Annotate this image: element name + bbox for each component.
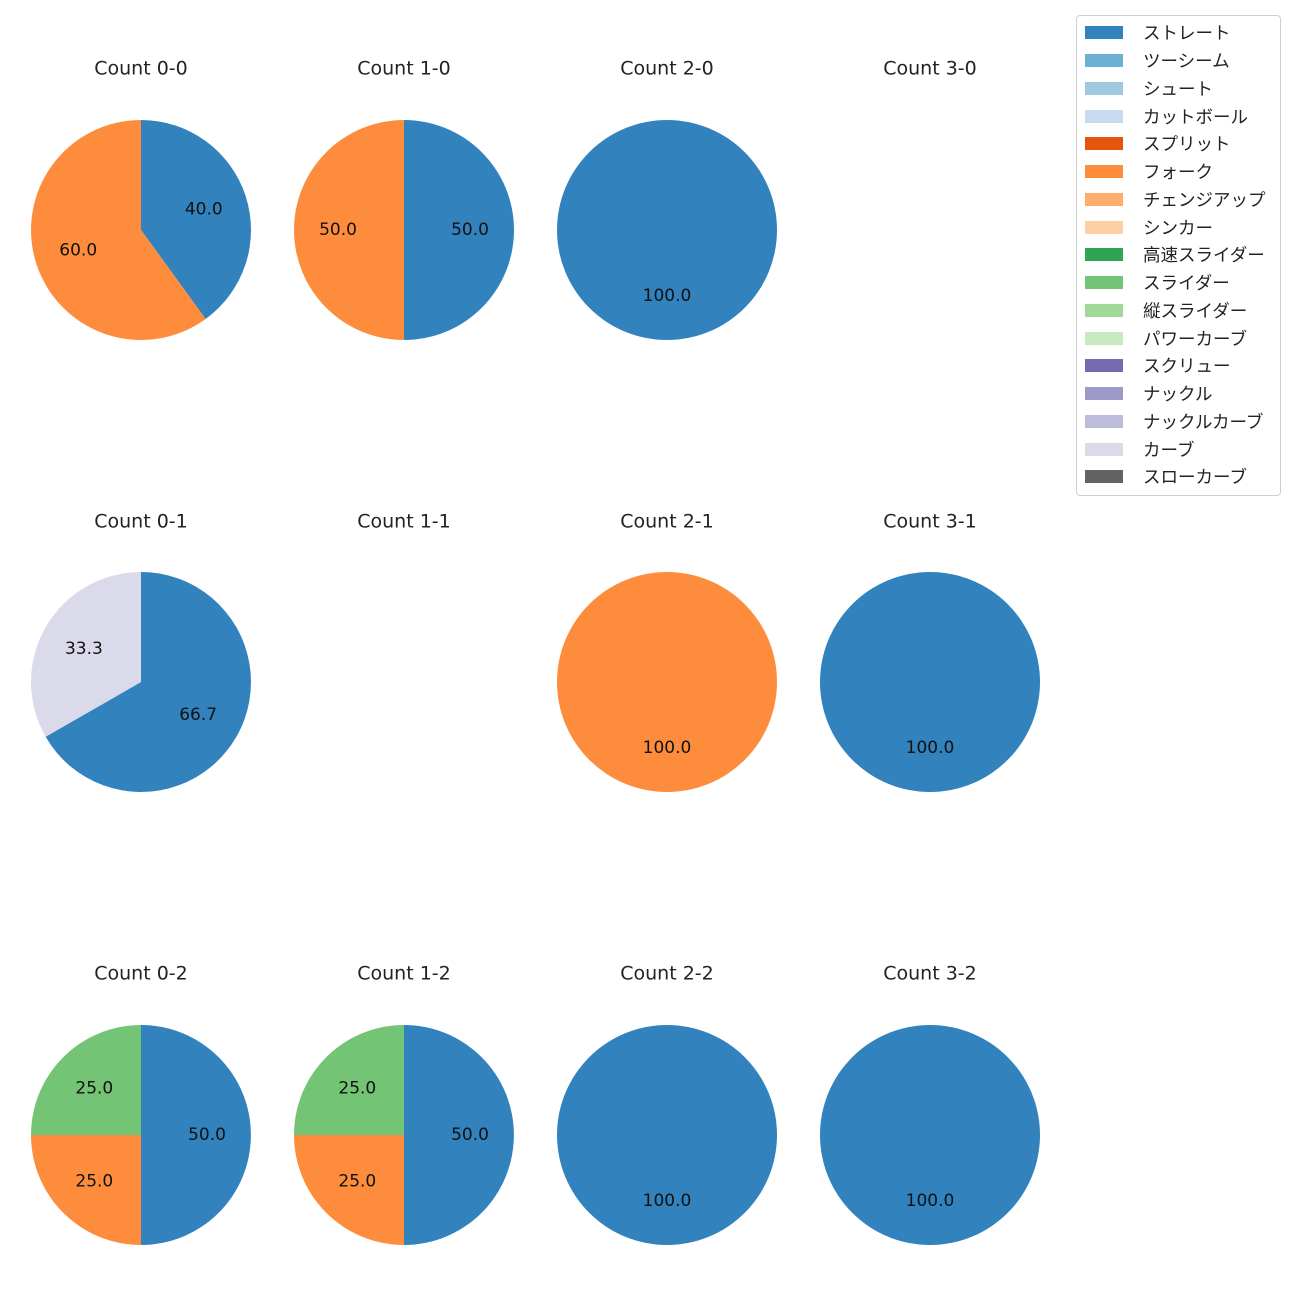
legend-item: 高速スライダー bbox=[1077, 241, 1280, 269]
legend-item: スローカーブ bbox=[1077, 463, 1280, 491]
legend-label: スローカーブ bbox=[1143, 468, 1247, 489]
slice-percent-label: 25.0 bbox=[338, 1172, 376, 1192]
pie-slice bbox=[557, 1025, 777, 1245]
legend-item: パワーカーブ bbox=[1077, 324, 1280, 352]
pie-slice bbox=[31, 120, 206, 340]
slice-percent-label: 100.0 bbox=[643, 1191, 692, 1211]
legend-label: パワーカーブ bbox=[1143, 329, 1247, 350]
legend-swatch bbox=[1085, 165, 1123, 179]
pie-slice bbox=[404, 120, 514, 340]
slice-percent-label: 50.0 bbox=[319, 220, 357, 240]
panel-title: Count 0-1 bbox=[94, 511, 188, 533]
legend-item: カーブ bbox=[1077, 435, 1280, 463]
slice-percent-label: 33.3 bbox=[65, 639, 103, 659]
panel-title: Count 2-2 bbox=[620, 963, 714, 985]
legend-label: フォーク bbox=[1143, 163, 1213, 184]
panel-title: Count 1-0 bbox=[357, 58, 451, 80]
legend-item: チェンジアップ bbox=[1077, 186, 1280, 214]
legend-swatch bbox=[1085, 220, 1123, 234]
legend-swatch bbox=[1085, 54, 1123, 68]
slice-percent-label: 100.0 bbox=[643, 286, 692, 306]
legend-item: ツーシーム bbox=[1077, 47, 1280, 75]
slice-percent-label: 50.0 bbox=[451, 1125, 489, 1145]
pie-slice bbox=[45, 572, 251, 792]
legend-label: カットボール bbox=[1143, 107, 1248, 128]
legend-swatch bbox=[1085, 414, 1123, 428]
panel-title: Count 1-2 bbox=[357, 963, 451, 985]
pie-slice bbox=[404, 1025, 514, 1245]
slice-percent-label: 40.0 bbox=[185, 200, 223, 220]
legend-item: ナックル bbox=[1077, 380, 1280, 408]
panel-title: Count 0-2 bbox=[94, 963, 188, 985]
slice-percent-label: 50.0 bbox=[188, 1125, 226, 1145]
legend-item: ストレート bbox=[1077, 19, 1280, 47]
slice-percent-label: 66.7 bbox=[179, 705, 217, 725]
legend-label: カーブ bbox=[1143, 440, 1195, 461]
panel-title: Count 3-1 bbox=[883, 511, 977, 533]
legend-item: スライダー bbox=[1077, 269, 1280, 297]
panel-title: Count 2-0 bbox=[620, 58, 714, 80]
legend-item: カットボール bbox=[1077, 102, 1280, 130]
legend-swatch bbox=[1085, 442, 1123, 456]
pie-slice bbox=[557, 572, 777, 792]
pie-slice bbox=[141, 120, 252, 319]
legend-label: ナックルカーブ bbox=[1143, 412, 1264, 433]
legend-item: スクリュー bbox=[1077, 352, 1280, 380]
legend-label: チェンジアップ bbox=[1143, 190, 1266, 211]
pie-slice bbox=[30, 572, 142, 737]
panel-title: Count 1-1 bbox=[357, 511, 451, 533]
pie-slice bbox=[294, 1135, 404, 1245]
pie-slice bbox=[294, 120, 404, 340]
legend: ストレートツーシームシュートカットボール スプリットフォークチェンジアップ シンカー… bbox=[1076, 15, 1281, 496]
legend-swatch bbox=[1085, 276, 1123, 290]
legend-label: ツーシーム bbox=[1143, 52, 1230, 73]
panel-title: Count 2-1 bbox=[620, 511, 714, 533]
slice-percent-label: 100.0 bbox=[906, 738, 955, 758]
panel-title: Count 3-0 bbox=[883, 58, 977, 80]
legend-label: 高速スライダー bbox=[1143, 246, 1265, 267]
legend-label: スプリット bbox=[1143, 135, 1231, 156]
legend-label: ナックル bbox=[1143, 385, 1213, 406]
legend-item: スプリット bbox=[1077, 130, 1280, 158]
legend-item: 縦スライダー bbox=[1077, 297, 1280, 325]
legend-label: ストレート bbox=[1143, 24, 1231, 45]
legend-swatch bbox=[1085, 331, 1123, 345]
panel-title: Count 0-0 bbox=[94, 58, 188, 80]
slice-percent-label: 25.0 bbox=[75, 1078, 113, 1098]
legend-swatch bbox=[1085, 470, 1123, 484]
legend-swatch bbox=[1085, 81, 1123, 95]
legend-swatch bbox=[1085, 137, 1123, 151]
legend-swatch bbox=[1085, 359, 1123, 373]
legend-label: スライダー bbox=[1143, 274, 1230, 295]
legend-item: ナックルカーブ bbox=[1077, 408, 1280, 436]
legend-item: シュート bbox=[1077, 75, 1280, 103]
legend-swatch bbox=[1085, 26, 1123, 40]
pie-slice bbox=[31, 1135, 141, 1245]
legend-label: シュート bbox=[1143, 79, 1213, 100]
pie-slice bbox=[294, 1025, 404, 1135]
legend-label: スクリュー bbox=[1143, 357, 1231, 378]
slice-percent-label: 25.0 bbox=[75, 1172, 113, 1192]
legend-swatch bbox=[1085, 109, 1123, 123]
slice-percent-label: 100.0 bbox=[906, 1191, 955, 1211]
pie-slice bbox=[820, 1025, 1040, 1245]
legend-swatch bbox=[1085, 387, 1123, 401]
slice-percent-label: 50.0 bbox=[451, 220, 489, 240]
pie-slice bbox=[820, 572, 1040, 792]
legend-item: フォーク bbox=[1077, 158, 1280, 186]
legend-label: シンカー bbox=[1143, 218, 1213, 239]
slice-percent-label: 25.0 bbox=[338, 1078, 376, 1098]
legend-swatch bbox=[1085, 303, 1123, 317]
panel-title: Count 3-2 bbox=[883, 963, 977, 985]
pie-slice bbox=[141, 1025, 251, 1245]
pie-slice bbox=[557, 120, 777, 340]
pie-slice bbox=[31, 1025, 141, 1135]
slice-percent-label: 60.0 bbox=[59, 240, 97, 260]
legend-swatch bbox=[1085, 248, 1123, 262]
slice-percent-label: 100.0 bbox=[643, 738, 692, 758]
legend-item: シンカー bbox=[1077, 213, 1280, 241]
legend-label: 縦スライダー bbox=[1143, 301, 1248, 322]
legend-swatch bbox=[1085, 192, 1123, 206]
